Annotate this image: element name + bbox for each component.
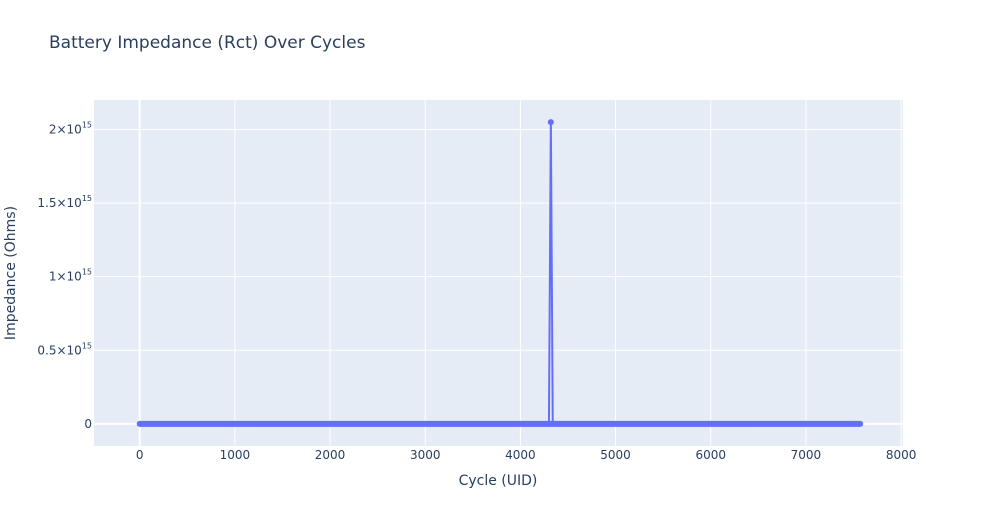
x-tick-label: 6000 [695,448,726,462]
x-tick-label: 0 [136,448,144,462]
y-tick-label: 0 [84,417,92,431]
y-tick-label: 2×1015 [49,120,92,136]
x-axis-title: Cycle (UID) [459,473,538,489]
series-layer [136,119,864,427]
x-tick-label: 8000 [886,448,917,462]
series-point-peak [547,119,554,126]
y-axis-ticks: 0 0.5×1015 1×1015 1.5×1015 2×1015 [37,120,92,430]
y-tick-label: 1.5×1015 [37,194,92,210]
y-axis-title: Impedance (Ohms) [3,206,19,340]
x-tick-label: 2000 [315,448,346,462]
x-tick-label: 1000 [220,448,251,462]
chart-title: Battery Impedance (Rct) Over Cycles [49,33,366,53]
x-tick-label: 3000 [410,448,441,462]
y-tick-label: 0.5×1015 [37,341,92,357]
x-axis-ticks: 0 1000 2000 3000 4000 5000 6000 7000 8000 [136,448,917,462]
x-tick-label: 5000 [600,448,631,462]
x-tick-label: 4000 [505,448,536,462]
x-tick-label: 7000 [791,448,822,462]
y-tick-label: 1×1015 [49,268,92,284]
plot-background [94,100,903,446]
